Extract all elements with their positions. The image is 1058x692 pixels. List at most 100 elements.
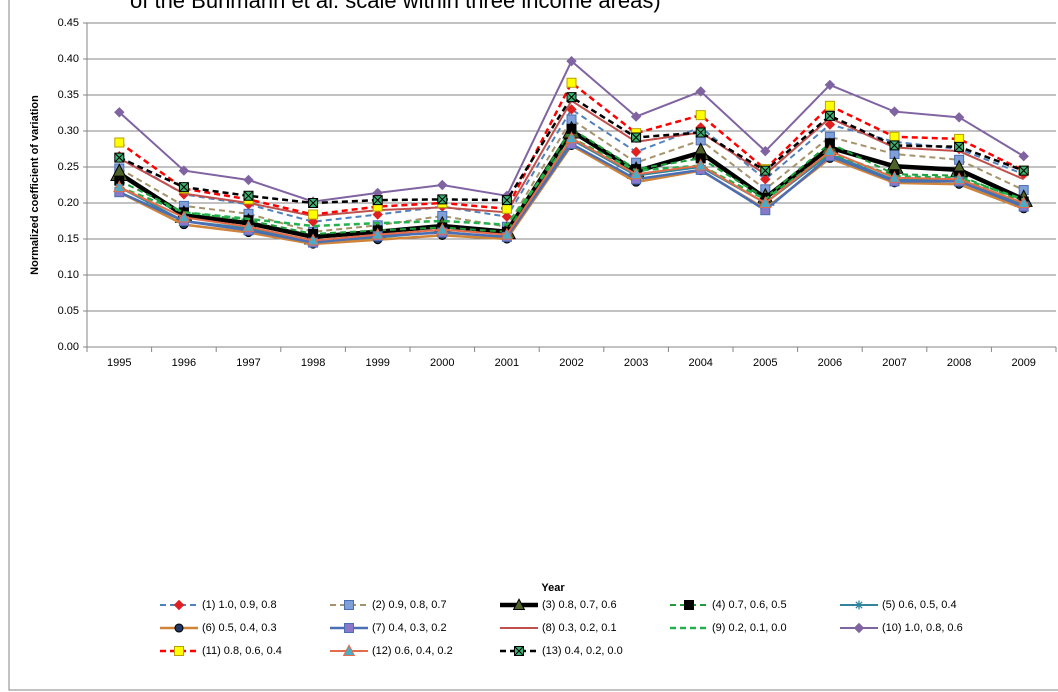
line (118, 118, 1025, 233)
marker (889, 140, 900, 151)
legend-item: (8) 0.3, 0.2, 0.1 (500, 622, 617, 634)
y-tick-label: 0.30 (58, 125, 79, 137)
legend-label: (6) 0.5, 0.4, 0.3 (202, 622, 277, 634)
marker (243, 174, 254, 186)
chart-title: of the Buhmann et al. scale within three… (130, 0, 661, 13)
marker (501, 211, 513, 222)
marker (760, 174, 771, 185)
y-tick-label: 0.25 (58, 161, 79, 173)
marker (113, 180, 126, 193)
legend-label: (2) 0.9, 0.8, 0.7 (372, 599, 447, 611)
marker (630, 111, 642, 122)
y-tick-label: 0.10 (58, 269, 79, 281)
x-tick-label: 2007 (882, 357, 906, 369)
marker (760, 165, 771, 176)
marker (114, 137, 125, 148)
marker (114, 107, 125, 118)
legend-item: (4) 0.7, 0.6, 0.5 (670, 599, 787, 611)
marker (512, 598, 526, 610)
x-tick-label: 2006 (818, 357, 842, 369)
marker (631, 132, 642, 143)
y-axis-title: Normalized coefficient of variation (29, 95, 41, 275)
legend-item: (3) 0.8, 0.7, 0.6 (500, 598, 617, 611)
legend-label: (8) 0.3, 0.2, 0.1 (542, 622, 617, 634)
legend-label: (10) 1.0, 0.8, 0.6 (882, 622, 963, 634)
marker (953, 112, 965, 123)
marker (174, 623, 184, 633)
marker (437, 194, 448, 205)
marker (824, 79, 836, 91)
legend-label: (13) 0.4, 0.2, 0.0 (542, 645, 623, 657)
marker (889, 106, 900, 117)
x-tick-label: 2008 (947, 357, 971, 369)
marker (695, 127, 706, 138)
legend-item: (10) 1.0, 0.8, 0.6 (840, 622, 963, 634)
legend-item: (2) 0.9, 0.8, 0.7 (330, 599, 447, 611)
y-tick-label: 0.20 (58, 197, 79, 209)
y-tick-label: 0.05 (58, 305, 79, 317)
marker (501, 195, 512, 206)
marker (629, 167, 643, 180)
marker (824, 100, 835, 111)
marker (566, 55, 577, 67)
marker (1018, 165, 1029, 176)
line (118, 107, 1025, 223)
x-tick-label: 1998 (301, 357, 325, 369)
marker (695, 153, 706, 164)
marker (824, 138, 835, 149)
legend-label: (4) 0.7, 0.6, 0.5 (712, 599, 787, 611)
y-tick-label: 0.45 (58, 17, 79, 29)
y-tick-label: 0.15 (58, 233, 79, 245)
marker (178, 182, 189, 193)
marker (342, 644, 356, 656)
chart-frame (8, 0, 1058, 691)
marker (371, 227, 384, 240)
series (114, 92, 1029, 208)
marker (436, 222, 449, 235)
marker (954, 141, 965, 152)
legend-label: (1) 1.0, 0.9, 0.8 (202, 599, 277, 611)
x-tick-label: 1995 (107, 357, 131, 369)
marker (177, 210, 191, 223)
marker (372, 209, 383, 220)
legend-item: (5) 0.6, 0.5, 0.4 (840, 599, 957, 611)
marker (853, 622, 865, 634)
legend-label: (12) 0.6, 0.4, 0.2 (372, 645, 453, 657)
marker (174, 646, 184, 656)
marker (114, 152, 125, 163)
marker (178, 165, 190, 176)
legend-item: (12) 0.6, 0.4, 0.2 (330, 644, 453, 657)
x-tick-label: 2002 (559, 357, 583, 369)
legend-item: (7) 0.4, 0.3, 0.2 (330, 622, 447, 634)
marker (823, 144, 837, 157)
marker (759, 196, 772, 208)
marker (243, 190, 254, 201)
marker (952, 172, 966, 185)
legend-label: (11) 0.8, 0.6, 0.4 (202, 645, 282, 657)
marker (566, 92, 577, 103)
marker (1018, 150, 1029, 162)
marker (695, 86, 706, 97)
line (118, 95, 1025, 205)
legend-label: (9) 0.2, 0.1, 0.0 (712, 622, 787, 634)
marker (566, 123, 577, 134)
legend-label: (7) 0.4, 0.3, 0.2 (372, 622, 447, 634)
marker (308, 209, 319, 220)
marker (372, 195, 383, 206)
x-tick-label: 2009 (1011, 357, 1035, 369)
marker (308, 198, 319, 208)
x-tick-label: 1997 (236, 357, 260, 369)
x-tick-label: 1999 (365, 357, 389, 369)
marker (824, 110, 835, 121)
marker (684, 600, 694, 610)
y-tick-label: 0.35 (58, 89, 79, 101)
legend-label: (3) 0.8, 0.7, 0.6 (542, 599, 617, 611)
marker (173, 599, 185, 611)
x-tick-label: 1996 (172, 357, 196, 369)
legend-item: (13) 0.4, 0.2, 0.0 (500, 645, 623, 657)
marker (695, 110, 706, 121)
marker (889, 131, 900, 142)
marker (500, 227, 514, 240)
x-tick-label: 2001 (495, 357, 519, 369)
